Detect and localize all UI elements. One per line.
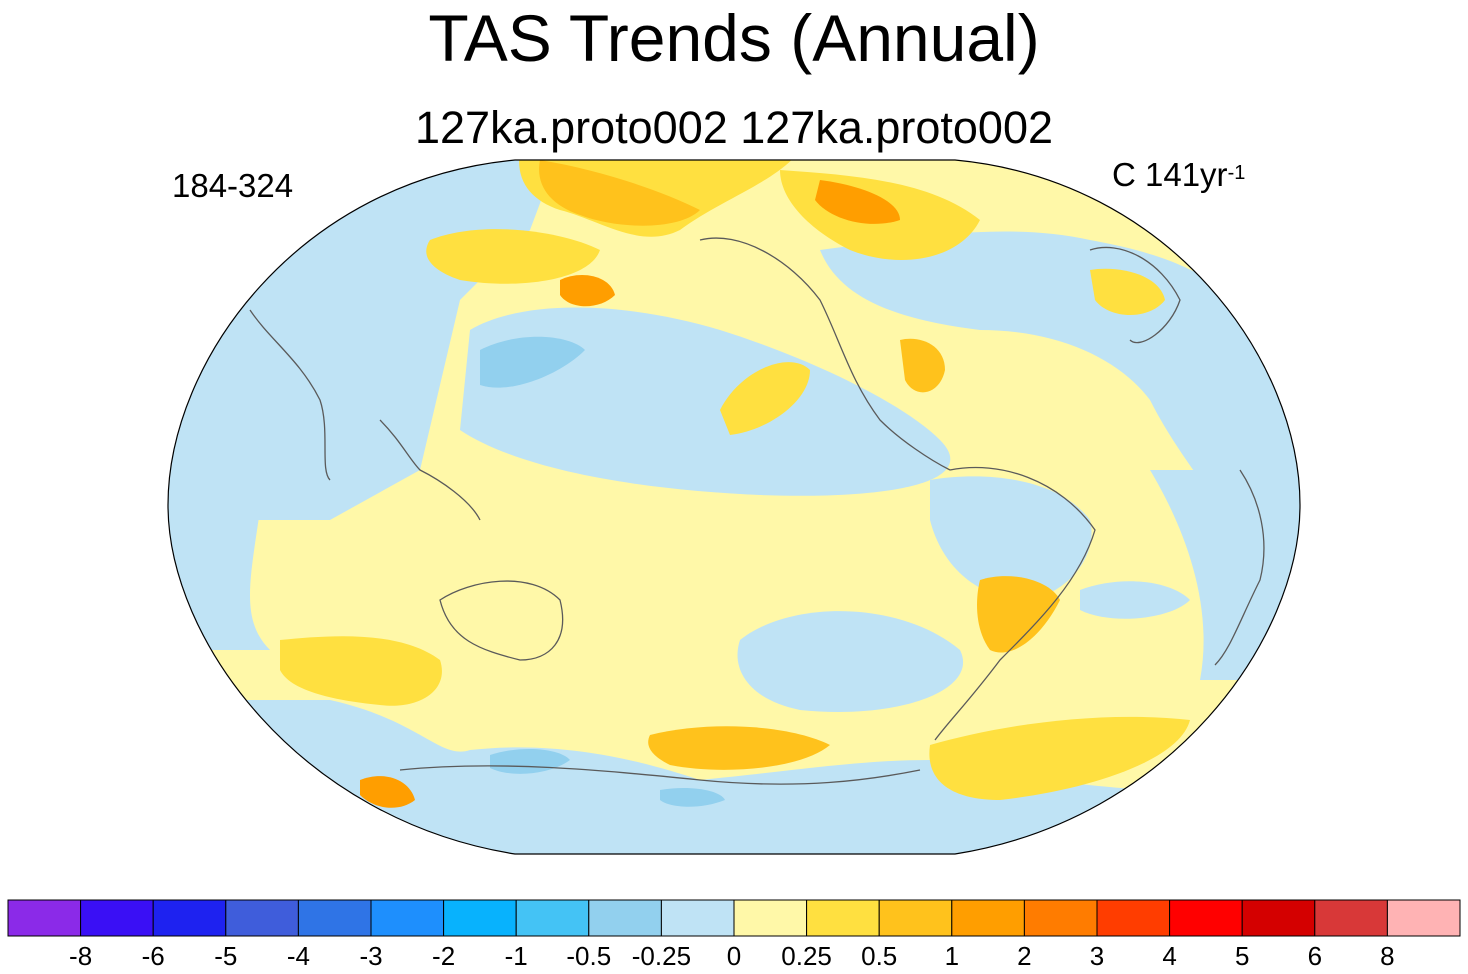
europe-warm-patch (1090, 268, 1165, 315)
colorbar-swatch (660, 899, 735, 937)
colorbar-swatch (806, 899, 880, 937)
colorbar-swatch (1386, 899, 1461, 937)
units-label: C 141yr-1 (1112, 155, 1245, 195)
south-atlantic-warm-patch (929, 716, 1190, 800)
coast-south-america (934, 466, 1096, 741)
southern-pacific-warm-patch (648, 726, 830, 770)
colorbar-swatch (7, 899, 82, 937)
plot-subtitle: 127ka.proto002 127ka.proto002 (414, 102, 1054, 153)
colorbar-tick-label: 5 (1235, 941, 1249, 971)
colorbar-labels: -8 -6 -5 -4 -3 -2 -1 -0.5 -0.25 0 0.25 0.5 1 2 3 4 5 6 8 (69, 941, 1395, 971)
colorbar-swatch (443, 899, 517, 937)
north-pacific-warm-patch (720, 362, 810, 435)
colorbar-tick-label: 6 (1308, 941, 1322, 971)
colorbar-boxes (7, 899, 1461, 937)
coast-asia (249, 309, 331, 481)
colorbar-swatch (225, 899, 299, 937)
colorbar-swatch (152, 899, 227, 937)
indian-ocean-warm-patch (280, 636, 442, 706)
colorbar-swatch (1096, 899, 1171, 937)
plot-title: TAS Trends (Annual) (428, 1, 1040, 75)
coast-australia (439, 580, 564, 661)
colorbar-swatch (878, 899, 953, 937)
colorbar-tick-label: 4 (1162, 941, 1176, 971)
arctic-orange-patch (539, 160, 700, 226)
colorbar-swatch (588, 899, 662, 937)
colorbar-tick-label: -3 (359, 941, 382, 971)
amazon-cool-region (930, 476, 1092, 600)
colorbar-tick-label: 1 (945, 941, 959, 971)
units-exponent: -1 (1227, 162, 1246, 184)
colorbar-tick-label: -4 (287, 941, 310, 971)
colorbar-swatch (297, 899, 372, 937)
coast-africa (1214, 469, 1265, 666)
colorbar: -8 -6 -5 -4 -3 -2 -1 -0.5 -0.25 0 0.25 0.5 1 2 3 4 5 6 8 (7, 899, 1461, 971)
colorbar-tick-label: -0.25 (632, 941, 691, 971)
colorbar-swatch (80, 899, 154, 937)
southwest-hot-patch (360, 776, 415, 808)
colorbar-tick-label: 0.5 (861, 941, 897, 971)
colorbar-tick-label: -2 (432, 941, 455, 971)
north-pacific-cool-region (460, 307, 951, 496)
coast-antarctica (399, 765, 921, 785)
units-text: C 141yr (1112, 156, 1228, 193)
siberia-warm-patch (426, 229, 600, 284)
map-border (167, 159, 1301, 855)
colorbar-tick-label: 8 (1380, 941, 1394, 971)
colorbar-swatch (1169, 899, 1243, 937)
map-field (168, 160, 1300, 854)
colorbar-tick-label: -8 (69, 941, 92, 971)
colorbar-tick-label: -6 (142, 941, 165, 971)
colorbar-tick-label: 0.25 (781, 941, 832, 971)
colorbar-swatch (1241, 899, 1316, 937)
southern-ocean-cool-band (168, 700, 1300, 854)
greenland-hot-patch (815, 180, 900, 224)
coast-southeast-asia (379, 419, 481, 521)
colorbar-tick-label: 0 (727, 941, 741, 971)
period-label: 184-324 (172, 167, 294, 204)
colorbar-tick-label: -1 (505, 941, 528, 971)
kamchatka-hot-patch (560, 275, 615, 307)
south-america-warm-patch (977, 576, 1060, 653)
south-pacific-cool-region (737, 611, 964, 712)
antarctic-cool-core-2 (660, 788, 725, 807)
japan-cool-core (480, 336, 585, 388)
colorbar-swatch (515, 899, 590, 937)
colorbar-tick-label: 3 (1090, 941, 1104, 971)
coast-north-america (699, 237, 951, 471)
colorbar-swatch (951, 899, 1025, 937)
colorbar-tick-label: 2 (1017, 941, 1031, 971)
colorbar-swatch (733, 899, 808, 937)
atlantic-europe-cool-region (820, 231, 1300, 520)
south-atlantic-cool-patch (1080, 581, 1190, 619)
colorbar-swatch (1023, 899, 1098, 937)
colorbar-tick-label: -5 (214, 941, 237, 971)
colorbar-swatch (1314, 899, 1388, 937)
coast-europe (1089, 246, 1181, 344)
world-map (167, 159, 1301, 855)
coastlines (249, 237, 1265, 785)
east-us-warm-patch (900, 338, 945, 393)
colorbar-swatch (370, 899, 445, 937)
colorbar-tick-label: -0.5 (566, 941, 611, 971)
